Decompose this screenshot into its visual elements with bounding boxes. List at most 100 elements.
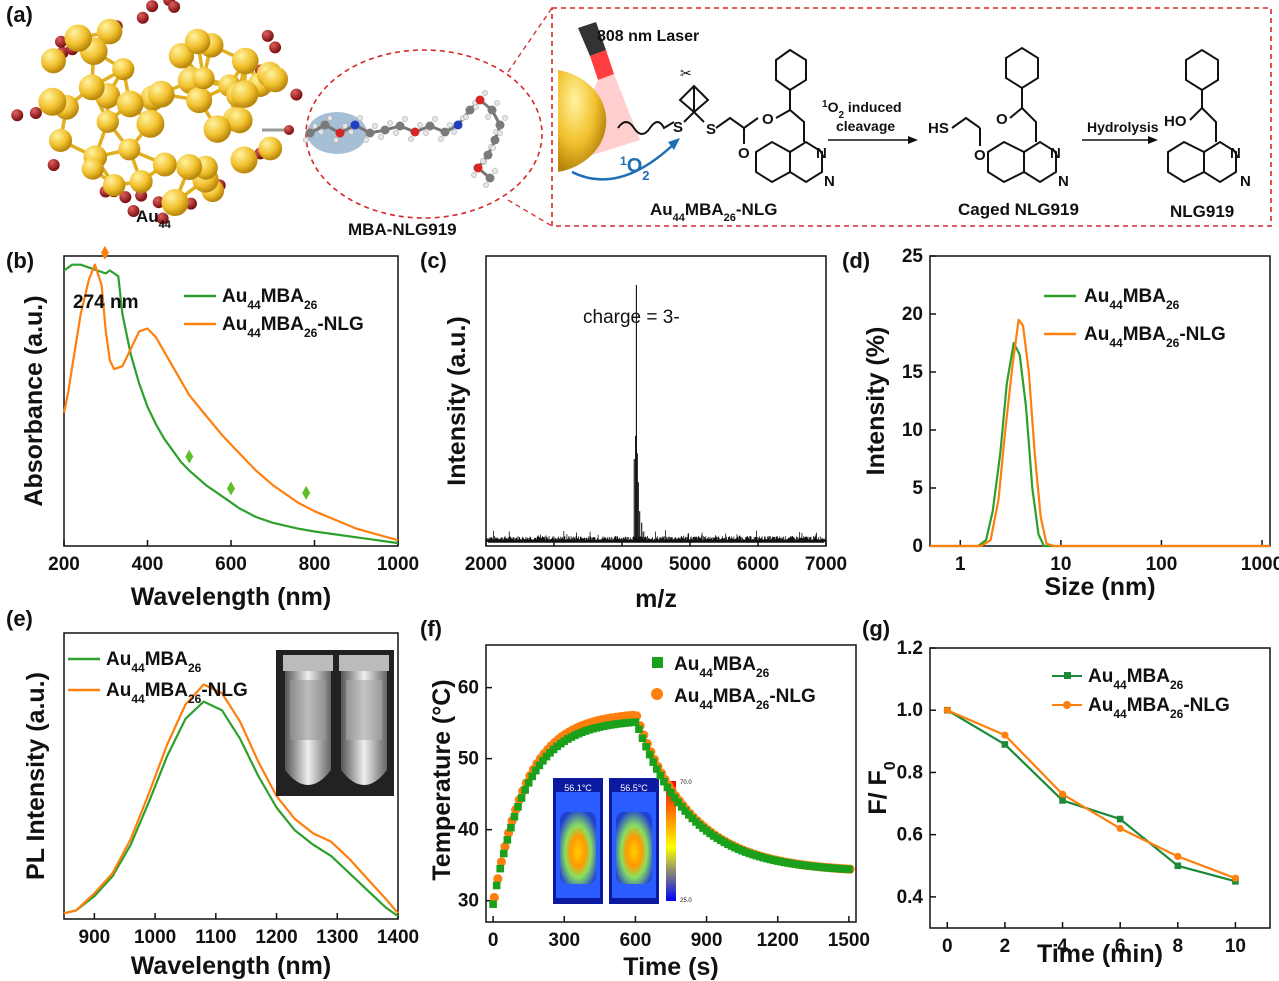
x-tick-label: 1200 [757, 930, 799, 951]
x-tick-label: 0 [942, 936, 953, 957]
s-atom [156, 212, 169, 225]
panel-e-label: (e) [6, 606, 33, 631]
x-tick-label: 900 [79, 927, 111, 948]
au-atom [64, 24, 92, 52]
xlabel-b: Wavelength (nm) [131, 583, 331, 611]
y-tick-label: 5 [912, 478, 923, 499]
caged-label: Caged NLG919 [958, 200, 1079, 219]
point-au44mba26 [528, 772, 537, 781]
legend-g-au44mba26-nlg: Au44MBA26-NLG [1088, 695, 1230, 721]
cleavage-label-2: cleavage [836, 118, 895, 134]
series-au44mba26-nlg [930, 318, 1270, 548]
point-au44mba26 [517, 794, 526, 802]
point-au44mba26 [670, 793, 679, 802]
panel-b-label: (b) [6, 248, 34, 273]
mol-atom [380, 125, 390, 135]
feature-diamond [185, 449, 194, 464]
noise-baseline [486, 530, 827, 542]
point-au44mba26-nlg [1231, 874, 1240, 882]
panel-g: (g) F/ F0 Time (min) 0 2 4 6 8 10 0.4 0.6 0.8 1.0… [862, 616, 1271, 968]
y-tick-label: 60 [458, 678, 479, 699]
atom-s2: S [706, 121, 716, 138]
au-atom [102, 173, 126, 197]
au-atom [203, 115, 232, 143]
y-tick-label: 0.4 [897, 887, 924, 908]
au-atom [48, 128, 73, 152]
point-au44mba26 [510, 812, 519, 821]
vial-inset-image [276, 650, 394, 796]
atom-n3: N [1050, 145, 1061, 162]
point-au44mba26-nlg [489, 892, 499, 903]
legend-g-au44mba26: Au44MBA26 [1088, 666, 1184, 692]
point-au44mba26 [649, 758, 658, 766]
y-tick-label: 0.8 [897, 762, 923, 783]
cyclohexyl-ring-3 [1185, 48, 1219, 92]
mol-atom [485, 173, 495, 183]
charge-annotation: charge = 3- [583, 307, 680, 328]
atom-o4: O [996, 111, 1008, 128]
singlet-oxygen-label: 1O2 [620, 154, 649, 183]
point-au44mba26 [845, 865, 853, 874]
atom-n6: N [1240, 173, 1251, 190]
y-tick-label: 0 [912, 536, 923, 557]
point-au44mba26 [507, 823, 515, 832]
point-au44mba26 [499, 849, 508, 858]
point-au44mba26 [489, 900, 497, 909]
point-au44mba26 [1116, 815, 1124, 823]
conjugate-structure: S S ✂ O O N N [673, 48, 835, 190]
panel-c-label: (c) [420, 248, 447, 273]
s-atom [168, 0, 181, 13]
s-atom [29, 107, 42, 120]
mol-atom [483, 150, 493, 160]
series-au44mba26-nlg [946, 709, 1236, 880]
panel-f-label: (f) [420, 616, 442, 641]
atom-n4: N [1058, 173, 1069, 190]
atom-o2: O [762, 111, 774, 128]
point-au44mba26 [521, 786, 529, 794]
legend-b: Au44MBA26 Au44MBA26-NLG [184, 286, 364, 340]
atom-n5: N [1230, 145, 1241, 162]
x-tick-label: 800 [299, 554, 331, 575]
legend-g-circle [1063, 701, 1071, 709]
point-au44mba26-nlg [493, 874, 503, 884]
ylabel-g: F/ F0 [864, 761, 899, 814]
xlabel-f: Time (s) [623, 953, 718, 981]
cyclohexyl-ring-1 [775, 48, 807, 92]
x-tick-label: 4000 [601, 554, 643, 575]
au-atom [161, 189, 189, 217]
point-au44mba26 [1174, 862, 1182, 870]
x-tick-label: 1000 [134, 927, 176, 948]
panel-d: (d) Intensity (%) Size (nm) 1 10 100 1000 0 5… [842, 246, 1279, 601]
hydrolysis-label: Hydrolysis [1087, 119, 1159, 135]
panel-a: (a) Au44 MBA-NLG919 808 nm Laser 1O2 S S [6, 0, 1272, 239]
xlabel-c: m/z [635, 585, 677, 613]
x-tick-label: 600 [215, 554, 247, 575]
y-tick-label: 0.6 [897, 825, 923, 846]
mba-nlg919-molecule-image [303, 90, 508, 188]
series-au44mba26 [930, 341, 1270, 548]
x-tick-label: 1400 [377, 927, 419, 948]
x-tick-label: 6 [1115, 936, 1126, 957]
mol-atom [305, 128, 315, 138]
legend-d-au44mba26-nlg: Au44MBA26-NLG [1084, 324, 1226, 350]
x-tick-label: 10 [1225, 936, 1246, 957]
mol-atom [453, 120, 463, 130]
au-atom [152, 152, 177, 177]
s-atom [290, 88, 303, 101]
y-tick-label: 40 [458, 820, 479, 841]
legend-f-au44mba26: Au44MBA26 [674, 654, 770, 680]
point-au44mba26 [1001, 741, 1009, 748]
x-tick-label: 3000 [533, 554, 575, 575]
mol-atom [395, 121, 405, 131]
panel-g-label: (g) [862, 616, 890, 641]
y-tick-label: 30 [458, 891, 479, 912]
au-atom [96, 18, 123, 45]
legend-e: Au44MBA26 Au44MBA26-NLG [68, 649, 248, 706]
point-au44mba26 [514, 803, 522, 811]
x-tick-label: 0 [488, 930, 499, 951]
legend-f-au44mba26-nlg: Au44MBA26-NLG [674, 686, 816, 712]
au-atom [230, 146, 258, 174]
mol-atom [350, 120, 360, 130]
xlabel-g: Time (min) [1037, 940, 1163, 968]
